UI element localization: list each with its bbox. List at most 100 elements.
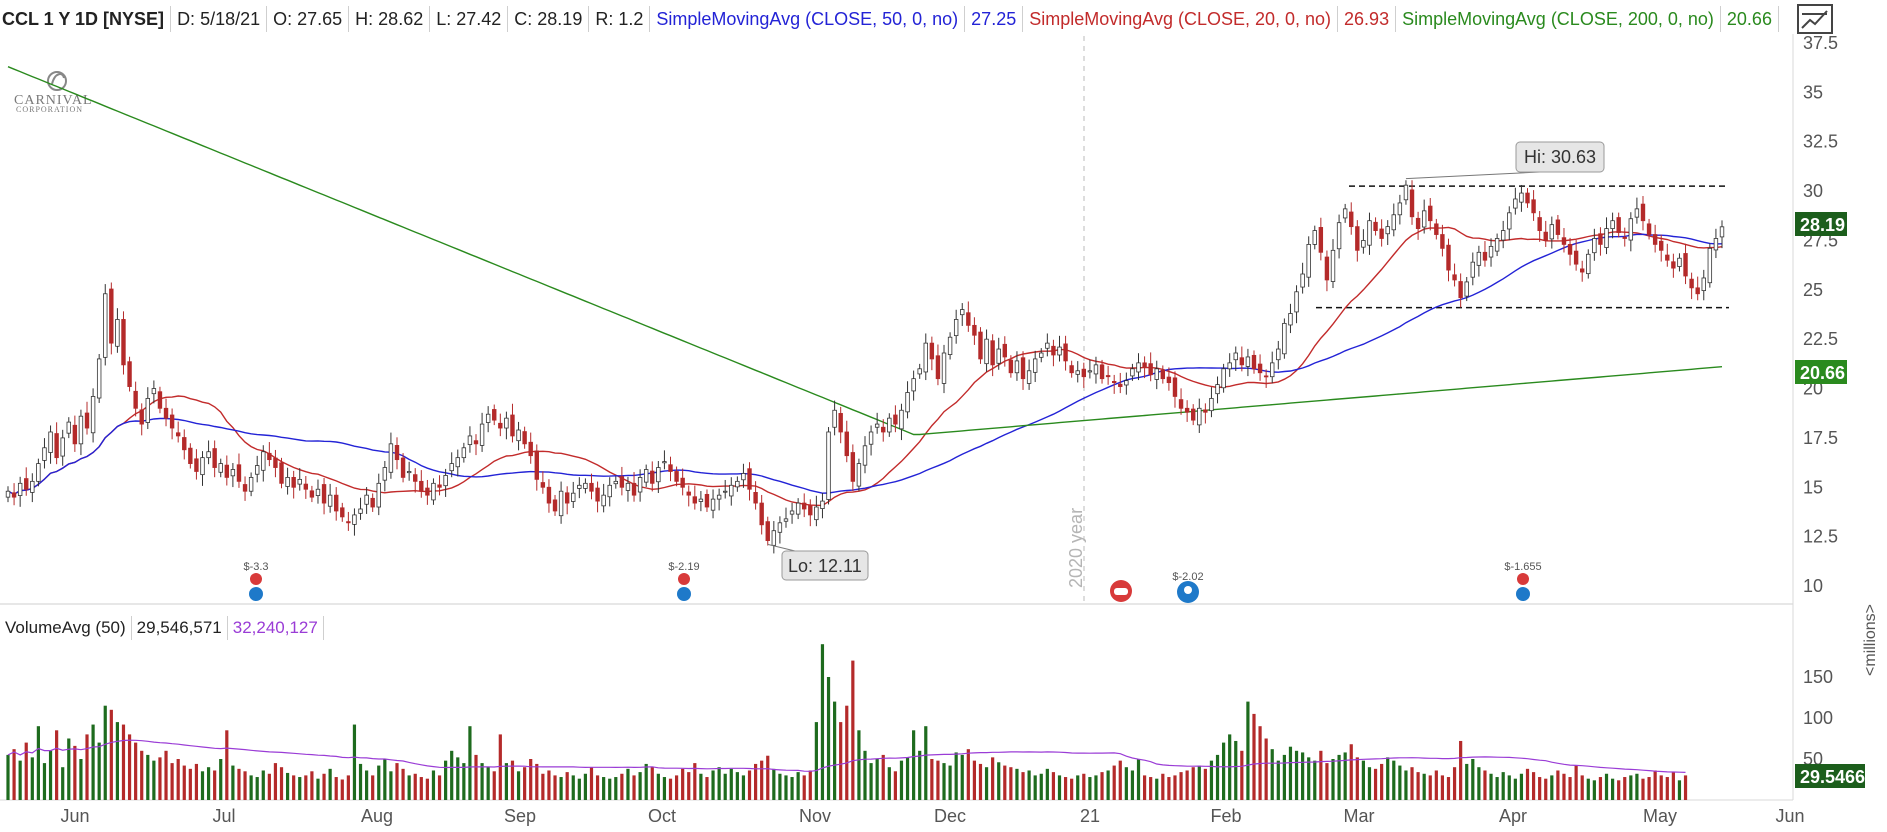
volume-bar[interactable] [1185,770,1189,800]
candle[interactable] [589,473,594,500]
candle[interactable] [595,481,600,513]
volume-bar[interactable] [73,745,77,800]
candle[interactable] [1476,245,1482,277]
earnings-bulb-icon[interactable] [677,587,691,601]
volume-bar[interactable] [644,763,648,800]
candle[interactable] [1434,218,1439,240]
volume-bar[interactable] [1100,772,1104,800]
volume-bar[interactable] [1617,780,1621,800]
volume-bar[interactable] [30,757,34,800]
volume-bar[interactable] [1191,767,1195,800]
dividend-marker[interactable] [1110,580,1132,602]
volume-bar[interactable] [541,773,545,800]
candle[interactable] [194,449,199,480]
volume-bar[interactable] [918,750,922,800]
candle[interactable] [923,333,928,381]
candle[interactable] [953,309,959,344]
volume-bar[interactable] [656,773,660,800]
volume-bar[interactable] [766,755,770,800]
candle[interactable] [1099,359,1105,384]
volume-bar[interactable] [1641,778,1645,800]
candle[interactable] [814,495,819,527]
volume-bar[interactable] [1021,772,1025,800]
volume-bar[interactable] [377,765,381,800]
volume-bar[interactable] [650,767,654,800]
volume-bar[interactable] [948,765,952,800]
candle[interactable] [127,356,132,392]
candle[interactable] [413,468,418,493]
volume-bar[interactable] [772,768,776,800]
candle[interactable] [771,521,777,554]
candle[interactable] [899,403,904,441]
volume-bar[interactable] [1264,738,1268,801]
volume-bar[interactable] [589,767,594,800]
volume-bar[interactable] [298,777,302,800]
candle[interactable] [723,479,728,499]
volume-bar[interactable] [18,760,22,800]
volume-bar[interactable] [997,762,1001,800]
candle[interactable] [1610,212,1615,239]
candle[interactable] [747,462,752,501]
volume-bar[interactable] [1124,767,1128,800]
volume-bar[interactable] [334,777,338,800]
volume-bar[interactable] [249,775,253,800]
candle[interactable] [1014,351,1020,381]
sma50-study-label[interactable]: SimpleMovingAvg (CLOSE, 50, 0, no) [650,6,966,32]
volume-bar[interactable] [699,773,703,800]
candle[interactable] [1051,339,1056,367]
candle[interactable] [1324,250,1330,292]
candle[interactable] [619,466,625,496]
candle[interactable] [972,317,977,345]
volume-bar[interactable] [371,775,375,800]
volume-bar[interactable] [1501,772,1505,800]
candle[interactable] [510,403,515,443]
volume-bar[interactable] [1222,742,1226,800]
candle[interactable] [1209,387,1214,418]
volume-bar[interactable] [1574,765,1578,800]
candle[interactable] [704,489,710,512]
volume-bar[interactable] [1234,740,1238,800]
volume-bar[interactable] [602,777,606,800]
candle[interactable] [1233,346,1238,371]
candle[interactable] [917,363,922,379]
volume-bar[interactable] [668,778,673,800]
candle[interactable] [1549,216,1555,249]
volume-bar[interactable] [1459,740,1463,800]
volume-bar[interactable] [425,778,429,800]
candle[interactable] [540,471,546,494]
volume-bar[interactable] [437,775,442,800]
candle[interactable] [1470,252,1476,286]
volume-bar[interactable] [1167,777,1171,800]
volume-bar[interactable] [243,771,247,800]
volume-bar[interactable] [930,759,934,800]
candle[interactable] [935,344,941,386]
volume-bar[interactable] [6,754,10,800]
candle[interactable] [1154,360,1159,390]
volume-bar[interactable] [1094,775,1098,800]
volume-bar[interactable] [954,752,958,800]
volume-bar[interactable] [1610,778,1615,800]
volume-bar[interactable] [152,760,156,800]
volume-bar[interactable] [1623,777,1627,800]
volume-bar[interactable] [231,765,235,800]
candle[interactable] [577,477,582,499]
candle[interactable] [1500,220,1506,249]
volume-bar[interactable] [1003,765,1007,800]
volume-bar[interactable] [595,775,600,800]
candle[interactable] [1318,217,1324,261]
volume-bar[interactable] [1544,778,1548,800]
volume-bar[interactable] [48,750,53,800]
candle[interactable] [1257,354,1263,381]
candle[interactable] [1075,361,1080,383]
volume-bar[interactable] [1404,770,1408,800]
volume-bar[interactable] [1039,773,1043,800]
candle[interactable] [1665,243,1670,267]
candle[interactable] [485,406,491,433]
candle[interactable] [334,487,339,521]
candle[interactable] [1537,211,1542,242]
candle[interactable] [406,461,412,481]
volume-bar[interactable] [1112,765,1116,800]
volume-bar[interactable] [893,771,897,800]
volume-bar[interactable] [711,770,715,800]
